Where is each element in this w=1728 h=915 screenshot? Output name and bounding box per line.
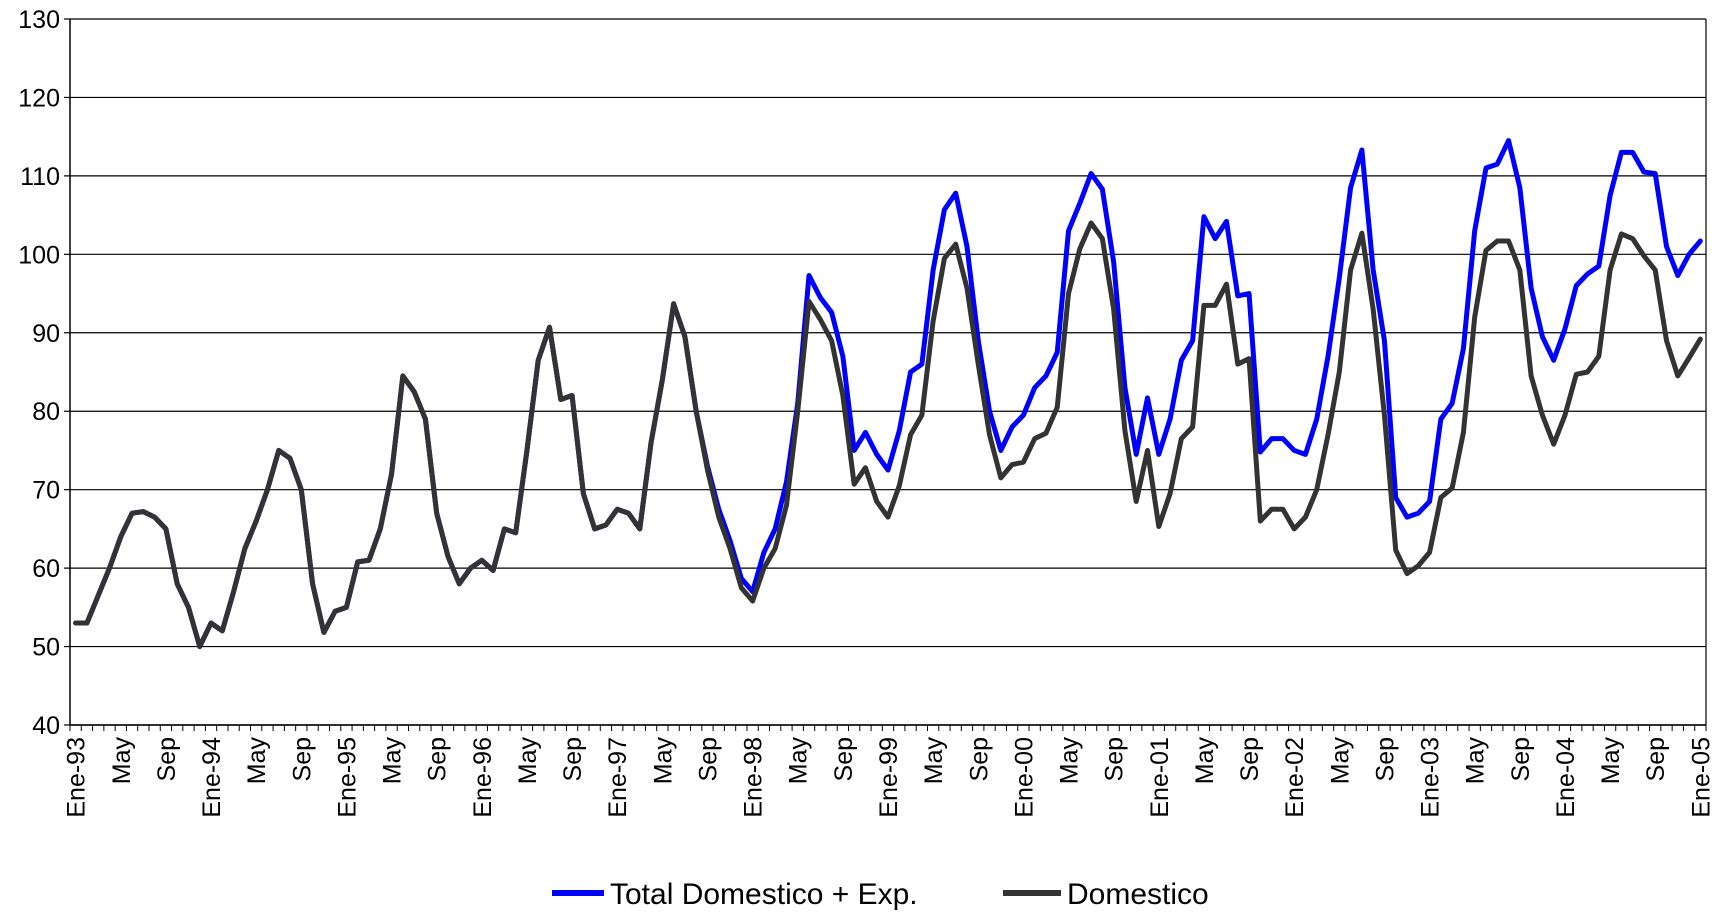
- x-tick-label: May: [1326, 737, 1354, 785]
- x-tick-label: Sep: [965, 737, 993, 781]
- x-tick-label: Sep: [1101, 737, 1129, 781]
- x-tick-label: Ene-01: [1146, 737, 1174, 818]
- legend: Total Domestico + Exp. Domestico: [552, 878, 1209, 911]
- gridlines: [70, 18, 1707, 726]
- x-tick-label: May: [1462, 737, 1490, 785]
- x-tick-label: Sep: [1642, 737, 1670, 781]
- x-tick-label: Ene-95: [333, 737, 361, 818]
- y-tick-label: 80: [32, 398, 60, 426]
- x-tick-label: Ene-96: [469, 737, 497, 818]
- x-tick-label: Sep: [830, 737, 858, 781]
- y-tick-label: 100: [18, 241, 60, 269]
- x-tick-label: May: [785, 737, 813, 785]
- y-tick-label: 70: [32, 477, 60, 505]
- legend-label-domestic: Domestico: [1067, 878, 1209, 911]
- x-tick-label: Ene-00: [1010, 737, 1038, 818]
- x-tick-label: Ene-98: [740, 737, 768, 818]
- x-tick-label: May: [514, 737, 542, 785]
- x-tick-label: Ene-04: [1552, 737, 1580, 818]
- series-line-total: [73, 138, 1703, 650]
- series-line-domestic: [73, 220, 1703, 650]
- x-tick-label: May: [108, 737, 136, 785]
- y-tick-label: 130: [18, 6, 60, 34]
- x-tick-label: May: [1191, 737, 1219, 785]
- x-axis: Ene-93 May Sep Ene-94 May Sep Ene-95 May Sep Ene-…: [63, 724, 1715, 818]
- x-tick-label: Ene-02: [1281, 737, 1309, 818]
- y-tick-label: 40: [32, 712, 60, 740]
- series-lines: [73, 138, 1703, 650]
- legend-label-total: Total Domestico + Exp.: [610, 878, 918, 911]
- x-tick-label: May: [1597, 737, 1625, 785]
- x-tick-label: Sep: [1236, 737, 1264, 781]
- x-tick-label: May: [649, 737, 677, 785]
- x-tick-label: Sep: [1507, 737, 1535, 781]
- x-tick-label: Ene-05: [1687, 737, 1715, 818]
- x-tick-label: Sep: [153, 737, 181, 781]
- y-axis: 40 50 60 70 80 90 100 110 120 130: [18, 6, 71, 740]
- x-tick-label: Ene-93: [63, 737, 91, 818]
- y-tick-label: 60: [32, 555, 60, 583]
- y-tick-label: 50: [32, 634, 60, 662]
- y-tick-label: 120: [18, 84, 60, 112]
- x-tick-label: Ene-99: [875, 737, 903, 818]
- x-tick-label: Ene-94: [198, 737, 226, 818]
- x-tick-label: May: [1056, 737, 1084, 785]
- x-tick-label: Sep: [559, 737, 587, 781]
- x-tick-label: Ene-97: [604, 737, 632, 818]
- x-tick-label: May: [920, 737, 948, 785]
- x-tick-label: Sep: [694, 737, 722, 781]
- x-tick-label: May: [243, 737, 271, 785]
- x-tick-label: May: [379, 737, 407, 785]
- x-tick-label: Sep: [288, 737, 316, 781]
- x-tick-label: Sep: [1371, 737, 1399, 781]
- x-tick-label: Ene-03: [1417, 737, 1445, 818]
- y-tick-label: 90: [32, 320, 60, 348]
- x-tick-label: Sep: [424, 737, 452, 781]
- y-tick-label: 110: [20, 163, 60, 191]
